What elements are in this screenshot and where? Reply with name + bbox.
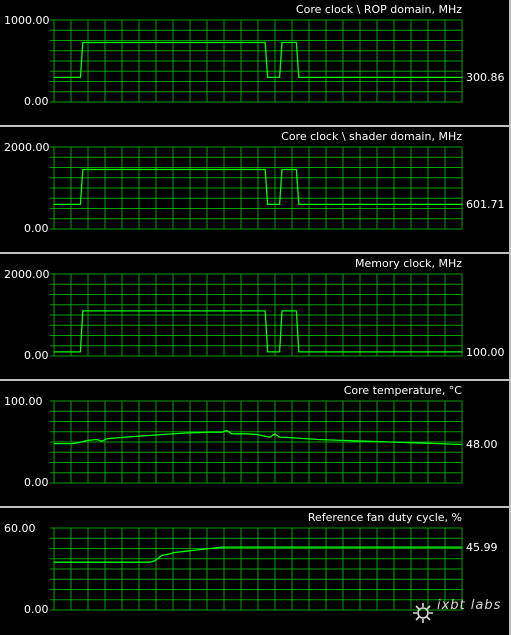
series-line-rop <box>54 41 462 79</box>
series-line-memory <box>54 310 462 353</box>
graph-plot-shader <box>50 146 463 230</box>
graph-panel-shader: Core clock \ shader domain, MHz 2000.00 0.… <box>0 127 511 252</box>
y-max-label: 2000.00 <box>4 141 50 154</box>
current-value-label: 48.00 <box>466 438 498 451</box>
y-max-label: 2000.00 <box>4 268 50 281</box>
y-max-label: 1000.00 <box>4 14 50 27</box>
panel-divider <box>0 506 511 508</box>
graph-panel-fan: Reference fan duty cycle, % 60.00 0.00 45.9… <box>0 508 511 633</box>
panel-divider <box>0 252 511 254</box>
grid <box>50 400 463 484</box>
grid <box>50 146 463 230</box>
y-min-label: 0.00 <box>24 95 49 108</box>
graph-panel-rop: Core clock \ ROP domain, MHz 1000.00 0.00 3… <box>0 0 511 125</box>
graph-plot-rop <box>50 19 463 103</box>
series-line-fan <box>54 546 462 563</box>
y-min-label: 0.00 <box>24 222 49 235</box>
current-value-label: 300.86 <box>466 71 505 84</box>
panel-divider <box>0 125 511 127</box>
graph-plot-temp <box>50 400 463 484</box>
y-max-label: 100.00 <box>4 395 43 408</box>
graph-title: Core clock \ ROP domain, MHz <box>295 3 462 16</box>
graph-plot-memory <box>50 273 463 357</box>
graph-title: Core temperature, °C <box>343 384 462 397</box>
graph-title: Reference fan duty cycle, % <box>307 511 462 524</box>
panel-divider <box>0 379 511 381</box>
graph-panel-memory: Memory clock, MHz 2000.00 0.00 100.00 <box>0 254 511 379</box>
y-min-label: 0.00 <box>24 476 49 489</box>
watermark-logo: ixbt labs <box>411 599 503 629</box>
graph-title: Memory clock, MHz <box>354 257 462 270</box>
grid <box>50 527 463 611</box>
current-value-label: 45.99 <box>466 541 498 554</box>
series-line-shader <box>54 168 462 206</box>
grid <box>50 19 463 103</box>
current-value-label: 601.71 <box>466 198 505 211</box>
graph-plot-fan <box>50 527 463 611</box>
grid <box>50 273 463 357</box>
series-line-temp <box>54 429 463 446</box>
y-max-label: 60.00 <box>4 522 36 535</box>
y-min-label: 0.00 <box>24 603 49 616</box>
gear-icon <box>413 603 433 623</box>
current-value-label: 100.00 <box>466 346 505 359</box>
y-min-label: 0.00 <box>24 349 49 362</box>
logo-text: ixbt labs <box>437 598 502 613</box>
graph-title: Core clock \ shader domain, MHz <box>281 130 462 143</box>
graph-panel-temp: Core temperature, °C 100.00 0.00 48.00 <box>0 381 511 506</box>
